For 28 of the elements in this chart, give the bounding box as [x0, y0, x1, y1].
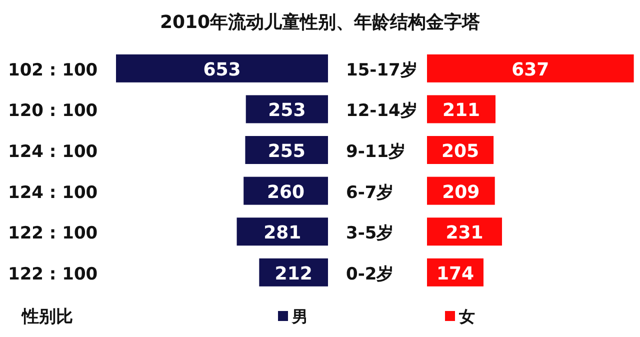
data-label: 281 [264, 222, 302, 244]
y-tick-label: 124 : 100 [8, 142, 98, 162]
y-tick-label: 122 : 100 [8, 264, 98, 284]
data-label: 209 [442, 182, 480, 203]
data-label: 253 [268, 100, 306, 122]
legend-label: 男 [291, 307, 308, 326]
y-tick-label: 9-11岁 [346, 142, 406, 162]
y-tick-label: 3-5岁 [346, 224, 394, 244]
data-label: 637 [512, 59, 550, 80]
data-label: 212 [274, 263, 312, 284]
y-tick-label: 102 : 100 [8, 60, 98, 80]
y-tick-label: 0-2岁 [346, 264, 394, 284]
y-tick-label: 12-14岁 [346, 101, 418, 122]
y-tick-label: 15-17岁 [346, 60, 418, 80]
y-tick-label: 6-7岁 [346, 182, 394, 203]
data-label: 653 [203, 59, 241, 80]
data-label: 205 [441, 141, 480, 162]
data-label: 231 [446, 222, 484, 244]
data-label: 255 [268, 141, 306, 162]
legend-label: 女 [458, 307, 475, 326]
data-label: 174 [436, 263, 474, 284]
y-tick-label: 122 : 100 [8, 224, 98, 244]
data-label: 260 [267, 182, 305, 203]
text: 性别比 [21, 307, 73, 327]
y-tick-label: 120 : 100 [8, 101, 98, 122]
y-tick-label: 124 : 100 [8, 182, 98, 203]
data-label: 211 [442, 100, 480, 122]
chart-title: 2010年流动儿童性别、年龄结构金字塔 [160, 12, 482, 33]
